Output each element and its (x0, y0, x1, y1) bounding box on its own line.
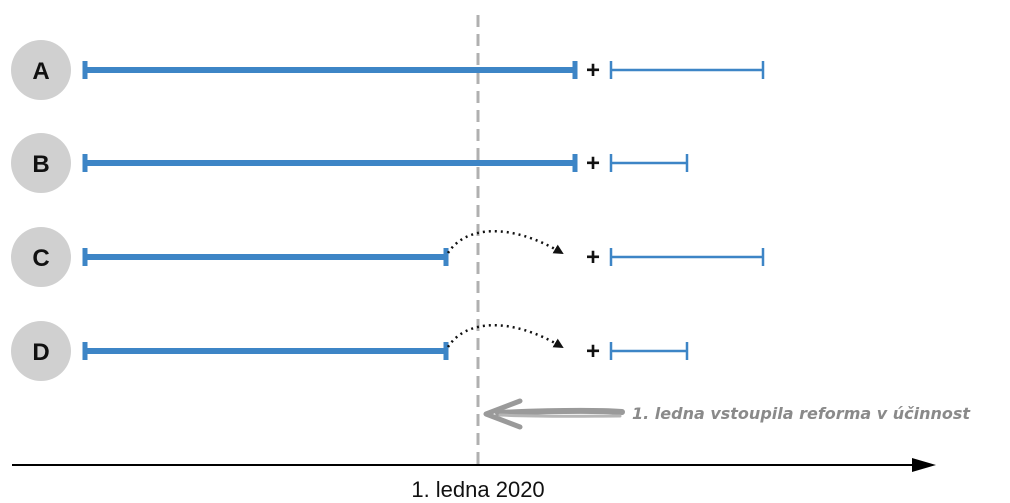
first-period-bar (82, 154, 578, 172)
plus-sign: + (586, 150, 600, 177)
row-label-circle (11, 40, 71, 100)
first-period-bar (82, 248, 449, 266)
plus-sign: + (586, 244, 600, 271)
axis-date-label: 1. ledna 2020 (411, 477, 544, 502)
row-b: B + (11, 133, 689, 193)
row-label: A (32, 58, 49, 85)
row-d: D + (11, 321, 689, 381)
time-axis-arrowhead (912, 458, 936, 472)
row-label: D (32, 339, 49, 366)
row-label-circle (11, 227, 71, 287)
row-a: A + (11, 40, 765, 100)
second-period-bar-long (609, 248, 765, 266)
second-period-bar-short (609, 342, 689, 360)
second-period-bar-long (609, 61, 765, 79)
first-period-bar (82, 342, 449, 360)
row-label: C (32, 245, 49, 272)
plus-sign: + (586, 57, 600, 84)
first-period-bar (82, 61, 578, 79)
row-c: C + (11, 227, 765, 287)
row-label-circle (11, 133, 71, 193)
transfer-arrow (446, 230, 564, 255)
row-label: B (32, 151, 49, 178)
second-period-bar-short (609, 154, 689, 172)
plus-sign: + (586, 338, 600, 365)
reform-note: 1. ledna vstoupila reforma v účinnost (632, 404, 971, 423)
reform-note-arrow (483, 398, 625, 430)
row-label-circle (11, 321, 71, 381)
transfer-arrow (446, 324, 564, 349)
